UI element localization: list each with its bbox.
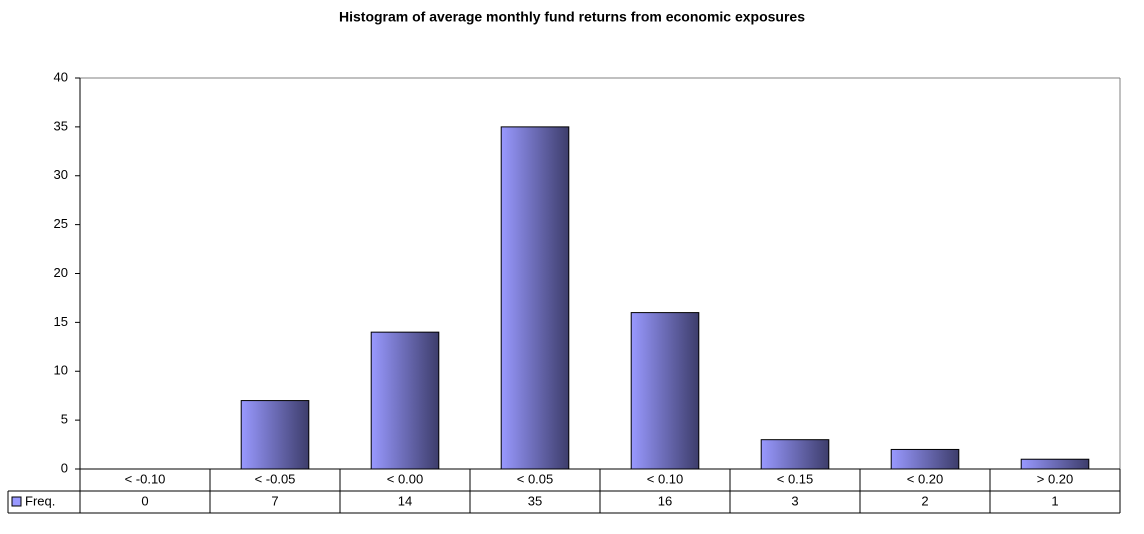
y-tick-label: 30 <box>54 167 68 182</box>
y-tick-label: 40 <box>54 69 68 84</box>
x-tick-label: < -0.10 <box>125 471 166 486</box>
table-value: 2 <box>921 493 928 508</box>
table-value: 16 <box>658 493 672 508</box>
y-tick-label: 20 <box>54 265 68 280</box>
table-value: 7 <box>271 493 278 508</box>
legend-label: Freq. <box>25 493 55 508</box>
y-tick-label: 15 <box>54 314 68 329</box>
y-tick-label: 5 <box>61 412 68 427</box>
bar <box>240 400 310 470</box>
x-tick-label: < 0.00 <box>387 471 424 486</box>
table-value: 35 <box>528 493 542 508</box>
x-tick-label: < 0.05 <box>517 471 554 486</box>
bar <box>1020 458 1090 470</box>
x-tick-label: > 0.20 <box>1037 471 1074 486</box>
table-value: 3 <box>791 493 798 508</box>
y-tick-label: 10 <box>54 363 68 378</box>
bar <box>890 448 960 470</box>
y-tick-label: 0 <box>61 460 68 475</box>
x-tick-label: < 0.10 <box>647 471 684 486</box>
bar <box>630 312 700 470</box>
bar <box>760 439 830 470</box>
table-value: 1 <box>1051 493 1058 508</box>
y-tick-label: 35 <box>54 118 68 133</box>
table-value: 14 <box>398 493 412 508</box>
bar <box>370 331 440 470</box>
x-tick-label: < 0.15 <box>777 471 814 486</box>
x-tick-label: < -0.05 <box>255 471 296 486</box>
table-value: 0 <box>141 493 148 508</box>
y-tick-label: 25 <box>54 216 68 231</box>
legend-key <box>11 496 22 507</box>
bar <box>500 126 570 470</box>
chart-title: Histogram of average monthly fund return… <box>339 9 805 25</box>
x-tick-label: < 0.20 <box>907 471 944 486</box>
